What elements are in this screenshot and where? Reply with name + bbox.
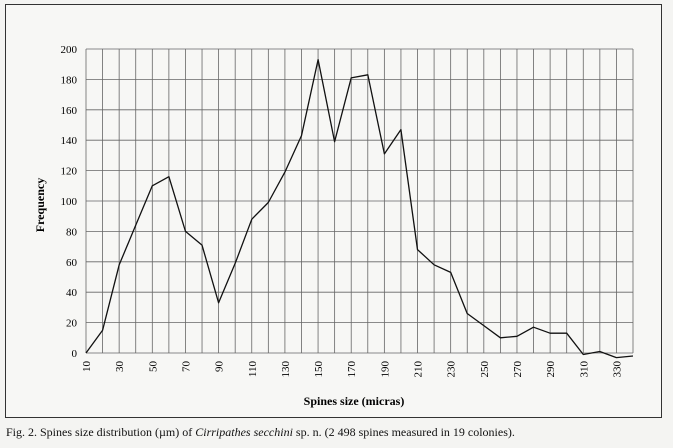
grid [85,48,634,354]
y-tick-label: 100 [61,196,78,208]
x-tick-label: 190 [379,361,391,378]
x-tick-label: 290 [545,361,557,378]
chart-frame: 0 20 40 60 80 100 120 140 160 180 200 10 30 50 70 90 11… [5,4,662,418]
x-tick-label: 230 [446,361,458,378]
x-tick-label: 50 [147,361,159,373]
x-tick-label: 330 [611,361,623,378]
x-tick-label: 210 [413,361,425,378]
caption-species: Cirripathes secchini [195,425,293,439]
x-tick-label: 70 [180,361,192,373]
y-tick-label: 20 [66,318,78,330]
y-tick-label: 40 [66,287,78,299]
line-chart: 0 20 40 60 80 100 120 140 160 180 200 10 30 50 70 90 11… [33,44,634,408]
x-tick-label: 170 [346,361,358,378]
x-tick-label: 150 [313,361,325,378]
x-tick-label: 250 [479,361,491,378]
figure-caption: Fig. 2. Spines size distribution (µm) of… [6,425,515,440]
x-tick-label: 130 [280,361,292,378]
x-tick-label: 30 [114,361,126,373]
y-tick-label: 180 [61,74,78,86]
y-tick-labels: 0 20 40 60 80 100 120 140 160 180 200 [61,44,78,360]
caption-suffix: sp. n. (2 498 spines measured in 19 colo… [292,425,515,439]
y-tick-label: 60 [66,257,78,269]
x-tick-labels: 10 30 50 70 90 110 130 150 170 190 210 230 250 270 290… [81,361,623,378]
x-tick-label: 110 [247,361,259,378]
y-tick-label: 160 [61,105,78,117]
frequency-series-line [85,58,634,359]
x-tick-label: 90 [214,361,226,373]
y-axis-title: Frequency [33,178,47,232]
series-layer [85,58,634,359]
x-tick-label: 310 [578,361,590,378]
x-axis-title: Spines size (micras) [304,394,405,408]
x-tick-label: 10 [81,361,93,373]
x-tick-label: 270 [512,361,524,378]
y-tick-label: 80 [66,226,78,238]
caption-prefix: Fig. 2. Spines size distribution (µm) of [6,425,196,439]
y-tick-label: 0 [72,348,78,360]
y-tick-label: 200 [61,44,78,56]
y-tick-label: 140 [61,135,78,147]
y-tick-label: 120 [61,166,78,178]
